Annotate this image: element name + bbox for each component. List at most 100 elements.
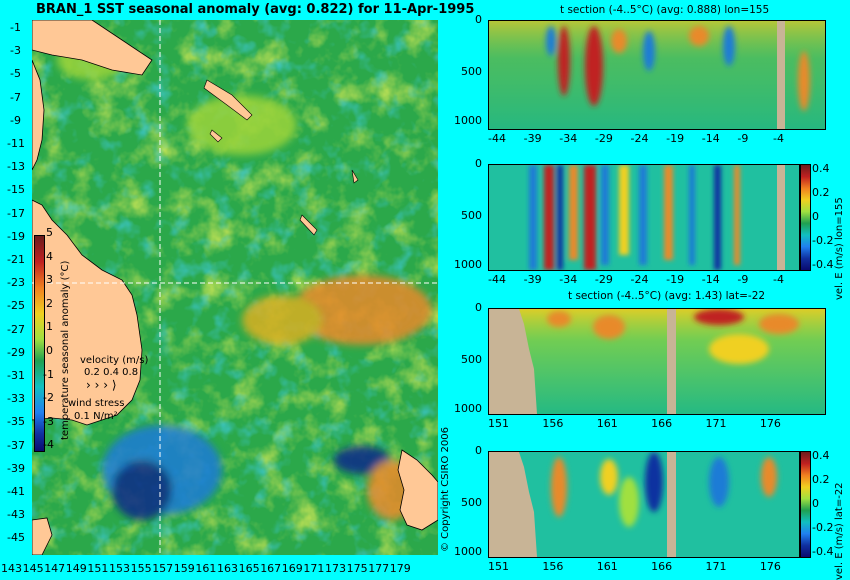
section3-panel[interactable]: [488, 308, 826, 415]
section4-y-tick: 1000: [454, 545, 482, 558]
map-colorbar-tick: -4: [43, 438, 54, 452]
map-x-tick: 165: [238, 562, 260, 575]
map-y-tick: -19: [7, 229, 25, 243]
map-y-tick: -43: [7, 508, 25, 522]
section2-x-tick: -44: [488, 273, 506, 286]
map-x-tick: 149: [65, 562, 87, 575]
map-y-tick: -3: [10, 44, 21, 58]
map-y-tick: -45: [7, 531, 25, 545]
section1-x-tick: -4: [773, 132, 785, 145]
section3-x-tick: 176: [759, 417, 781, 430]
map-colorbar-tick: 4: [46, 249, 53, 263]
map-x-tick: 173: [325, 562, 346, 575]
map-y-tick: -15: [7, 183, 25, 197]
section3-x-tick: 171: [705, 417, 727, 430]
section3-y-tick: 0: [475, 301, 482, 314]
section2-colorbar-tick: 0: [812, 210, 819, 223]
section1-x-tick: -44: [488, 132, 506, 145]
wind-stress-label: wind stress: [68, 398, 125, 409]
map-colorbar-tick: -2: [43, 391, 54, 405]
section4-colorbar-tick: 0: [812, 497, 819, 510]
section1-y-tick: 0: [475, 13, 482, 26]
map-x-tick: 151: [87, 562, 109, 575]
map-x-tick: 161: [195, 562, 217, 575]
section2-colorbar-tick: 0.4: [812, 162, 830, 175]
map-colorbar-label: temperature seasonal anomaly (°C): [60, 260, 71, 440]
section3-svg: [489, 309, 825, 414]
section4-x-tick: 171: [705, 560, 727, 573]
map-y-tick: -41: [7, 485, 25, 498]
sst-map-svg: [31, 19, 439, 556]
map-y-tick: -31: [7, 369, 25, 382]
section1-x-tick: -14: [701, 132, 720, 145]
section2-colorbar: [800, 164, 811, 271]
map-y-tick: -39: [7, 461, 25, 475]
section1-x-tick: -24: [630, 132, 649, 145]
map-y-tick: -21: [7, 253, 25, 266]
map-x-tick: 143: [1, 562, 22, 575]
section2-x-tick: -39: [523, 273, 542, 286]
section2-x-tick: -4: [773, 273, 785, 286]
map-x-tick: 145: [22, 562, 44, 575]
section2-svg: [489, 165, 799, 270]
map-colorbar-tick: 3: [46, 273, 53, 287]
map-x-tick: 171: [303, 562, 325, 575]
map-colorbar-tick: 2: [46, 296, 53, 310]
section2-x-tick: -19: [666, 273, 685, 286]
section3-x-tick: 166: [651, 417, 673, 430]
map-x-tick: 167: [260, 562, 282, 575]
map-title: BRAN_1 SST seasonal anomaly (avg: 0.822)…: [36, 2, 475, 17]
section4-x-tick: 176: [759, 560, 781, 573]
section2-y-tick: 0: [475, 157, 482, 170]
section2-panel[interactable]: [488, 164, 800, 271]
section3-x-tick: 156: [542, 417, 564, 430]
section4-y-tick: 0: [475, 444, 482, 457]
map-y-tick: -25: [7, 299, 25, 313]
section1-panel[interactable]: [488, 20, 826, 130]
map-y-tick: -23: [7, 276, 25, 290]
map-y-tick: -7: [10, 90, 21, 104]
map-colorbar-tick: -3: [43, 414, 54, 428]
map-y-tick: -9: [10, 113, 21, 127]
map-x-tick: 157: [152, 562, 174, 575]
map-x-tick: 163: [217, 562, 238, 575]
section4-colorbar: [800, 451, 811, 558]
section2-colorbar-tick: 0.2: [812, 186, 830, 199]
section4-colorbar-tick: 0.4: [812, 449, 830, 462]
sst-map[interactable]: [31, 19, 439, 556]
section2-colorbar-label: vel. E (m/s) lon=155: [834, 197, 845, 300]
section3-y-tick: 500: [461, 353, 482, 366]
map-y-tick: -1: [10, 21, 21, 34]
section2-colorbar-tick: -0.2: [812, 234, 834, 247]
velocity-label: velocity (m/s): [80, 355, 149, 366]
section2-x-tick: -34: [559, 273, 578, 286]
section3-y-tick: 1000: [454, 402, 482, 415]
section2-x-tick: -9: [737, 273, 749, 286]
section4-colorbar-tick: -0.2: [812, 521, 834, 534]
section2-colorbar-tick: -0.4: [812, 258, 834, 271]
map-y-tick: -29: [7, 345, 25, 359]
map-colorbar: [34, 235, 45, 452]
map-x-tick: 179: [389, 562, 411, 575]
map-x-tick: 169: [281, 562, 303, 575]
map-y-tick: -17: [7, 206, 25, 220]
wind-stress-values: 0.1 N/m²: [74, 411, 118, 422]
section2-x-tick: -24: [630, 273, 649, 286]
section3-x-tick: 161: [596, 417, 618, 430]
section2-y-tick: 1000: [454, 258, 482, 271]
map-colorbar-tick: 1: [46, 320, 53, 334]
section4-colorbar-tick: 0.2: [812, 473, 830, 486]
map-x-tick: 155: [130, 562, 152, 575]
section1-x-tick: -9: [737, 132, 749, 145]
section1-svg: [489, 21, 825, 129]
map-y-tick: -35: [7, 415, 25, 429]
section3-title: t section (-4..5°C) (avg: 1.43) lat=-22: [568, 290, 766, 302]
map-colorbar-tick: -1: [43, 367, 54, 381]
map-colorbar-tick: 5: [46, 226, 53, 239]
map-x-tick: 147: [44, 562, 66, 575]
section1-y-tick: 500: [461, 65, 482, 78]
section2-x-tick: -29: [594, 273, 613, 286]
section4-panel[interactable]: [488, 451, 800, 558]
section1-x-tick: -34: [559, 132, 578, 145]
section3-x-tick: 151: [488, 417, 509, 430]
